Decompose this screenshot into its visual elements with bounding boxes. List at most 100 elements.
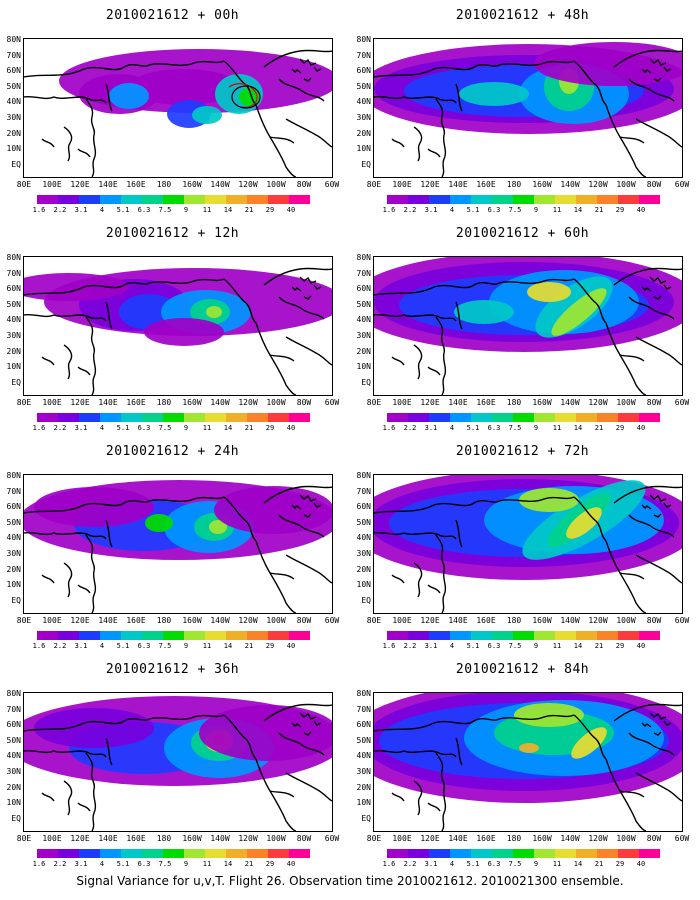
colorbar-tick-label: 11 — [202, 424, 212, 432]
lon-label: 180 — [156, 180, 172, 189]
panel-title: 2010021612 + 72h — [455, 444, 590, 459]
lat-label: 10N — [356, 362, 371, 371]
colorbar-swatch — [492, 631, 513, 640]
lon-label: 80E — [366, 180, 382, 189]
lon-label: 160E — [476, 616, 496, 625]
coastline — [41, 574, 55, 584]
panel-title: 2010021612 + 84h — [455, 662, 590, 677]
colorbar-swatch — [226, 195, 247, 204]
coastline — [255, 758, 297, 831]
coastline — [374, 282, 500, 296]
colorbar-swatch — [100, 195, 121, 204]
colorbar-tick-label: 21 — [594, 860, 604, 868]
colorbar-swatch — [58, 195, 79, 204]
map-svg — [374, 257, 682, 395]
colorbar-tick-label: 40 — [636, 860, 646, 868]
variance-field — [59, 49, 332, 128]
colorbar-tick-label: 29 — [615, 206, 625, 214]
colorbar-tick-label: 21 — [594, 642, 604, 650]
colorbar-swatch — [184, 631, 205, 640]
colorbar-tick-label: 3.1 — [74, 642, 88, 650]
variance-contour — [199, 705, 332, 761]
map-plot — [23, 256, 333, 396]
lat-label: 80N — [356, 471, 371, 480]
coastline — [299, 712, 322, 726]
lat-label: 10N — [6, 798, 21, 807]
lat-label: 20N — [6, 129, 21, 138]
colorbar-swatch — [121, 195, 142, 204]
lon-label: 140E — [98, 834, 118, 843]
colorbar-swatch — [37, 631, 58, 640]
coastline — [85, 316, 96, 354]
colorbar-swatch — [618, 631, 639, 640]
colorbar-swatch — [226, 849, 247, 858]
coastline — [291, 286, 312, 300]
colorbar-swatch — [408, 631, 429, 640]
colorbar-swatch — [205, 413, 226, 422]
map-svg — [374, 42, 682, 177]
lon-label: 180 — [506, 834, 522, 843]
colorbar-tick-label: 3.1 — [424, 642, 438, 650]
map-panel-12h: 2010021612 + 12h 80N 70N 60N 50N 40N 30N 20N 10N… — [0, 226, 345, 441]
colorbar-tick-label: 21 — [244, 642, 254, 650]
lat-label: 50N — [6, 82, 21, 91]
colorbar — [387, 195, 660, 204]
coastline — [85, 534, 96, 572]
colorbar-swatch — [163, 849, 184, 858]
coastline — [635, 336, 682, 366]
lon-label: 100E — [392, 398, 412, 407]
lat-label: 50N — [6, 518, 21, 527]
coastline — [299, 494, 322, 508]
coastline — [41, 356, 55, 366]
map-plot — [23, 692, 333, 832]
coastline — [24, 500, 150, 514]
colorbar-swatch — [247, 849, 268, 858]
lon-label: 100E — [42, 834, 62, 843]
lon-label: 80E — [366, 616, 382, 625]
lat-label: 20N — [356, 565, 371, 574]
lon-label: 160E — [126, 180, 146, 189]
coastline — [613, 49, 682, 68]
lon-label: 140E — [98, 616, 118, 625]
lon-label: 140E — [98, 398, 118, 407]
lat-label: 50N — [356, 82, 371, 91]
coastline — [77, 148, 91, 158]
coastline — [441, 570, 447, 613]
colorbar-swatch — [184, 849, 205, 858]
colorbar-swatch — [492, 849, 513, 858]
lat-label: 60N — [6, 720, 21, 729]
variance-contour — [192, 106, 222, 124]
colorbar-swatch — [534, 849, 555, 858]
variance-contour — [519, 743, 539, 753]
colorbar-swatch — [79, 413, 100, 422]
colorbar-swatch — [58, 849, 79, 858]
colorbar-swatch — [429, 631, 450, 640]
colorbar-tick-label: 5.1 — [466, 424, 480, 432]
coastline — [628, 78, 675, 102]
colorbar-swatch — [597, 849, 618, 858]
coastline — [619, 136, 645, 144]
colorbar-tick-label: 4 — [449, 424, 455, 432]
lon-label: 120E — [70, 398, 90, 407]
colorbar-swatch — [618, 849, 639, 858]
map-plot — [23, 474, 333, 614]
lat-label: 10N — [6, 580, 21, 589]
coastline — [77, 802, 91, 812]
colorbar-tick-label: 1.6 — [32, 206, 46, 214]
colorbar-tick-label: 40 — [636, 642, 646, 650]
colorbar-swatch — [639, 849, 660, 858]
lat-label: EQ — [361, 160, 371, 169]
lat-label: 10N — [6, 144, 21, 153]
colorbar-swatch — [58, 413, 79, 422]
colorbar-tick-label: 40 — [286, 860, 296, 868]
colorbar-tick-label: 4 — [449, 860, 455, 868]
colorbar-tick-label: 3.1 — [74, 206, 88, 214]
coastline — [263, 49, 332, 68]
colorbar-tick-label: 9 — [533, 424, 539, 432]
lon-label: 120E — [420, 834, 440, 843]
variance-contour — [214, 486, 332, 534]
colorbar-tick-label: 14 — [573, 424, 583, 432]
variance-field — [374, 257, 682, 352]
lat-label: 10N — [6, 362, 21, 371]
colorbar-tick-label: 9 — [183, 424, 189, 432]
